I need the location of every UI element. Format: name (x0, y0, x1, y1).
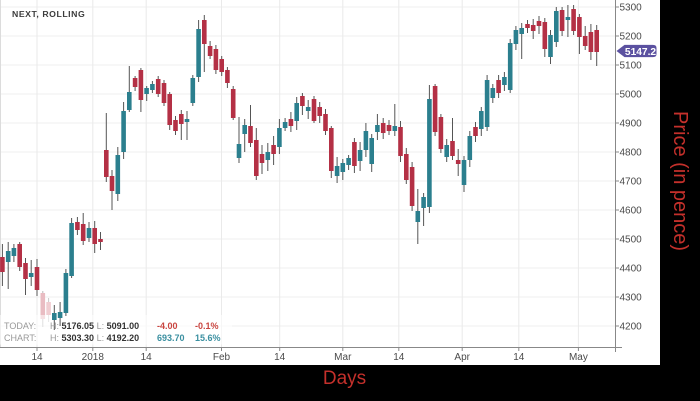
svg-text:4700: 4700 (620, 177, 643, 188)
svg-text:14: 14 (31, 352, 43, 363)
svg-text:-0.1%: -0.1% (195, 321, 219, 331)
svg-text:5100: 5100 (620, 61, 643, 72)
svg-text:4800: 4800 (620, 148, 643, 159)
svg-text:H: 5303.30 L: 4192.20: H: 5303.30 L: 4192.20 (50, 333, 139, 343)
svg-text:4900: 4900 (620, 119, 643, 130)
svg-text:14: 14 (513, 352, 525, 363)
svg-text:May: May (569, 352, 588, 363)
svg-text:4400: 4400 (620, 264, 643, 275)
svg-text:Apr: Apr (454, 352, 470, 363)
svg-text:5200: 5200 (620, 32, 643, 43)
svg-text:5300: 5300 (620, 3, 643, 14)
svg-text:5000: 5000 (620, 90, 643, 101)
svg-text:4200: 4200 (620, 322, 643, 333)
svg-text:NEXT, ROLLING: NEXT, ROLLING (12, 9, 85, 19)
svg-text:14: 14 (274, 352, 286, 363)
svg-text:5147.2: 5147.2 (625, 47, 656, 58)
svg-text:693.70: 693.70 (157, 333, 185, 343)
svg-text:14: 14 (141, 352, 153, 363)
svg-text:CHART:: CHART: (4, 333, 36, 343)
svg-text:14: 14 (393, 352, 405, 363)
svg-text:2018: 2018 (82, 352, 105, 363)
svg-text:TODAY:: TODAY: (4, 321, 36, 331)
svg-text:15.6%: 15.6% (195, 333, 221, 343)
svg-text:4500: 4500 (620, 235, 643, 246)
svg-text:-4.00: -4.00 (157, 321, 178, 331)
svg-text:4600: 4600 (620, 206, 643, 217)
svg-text:H: 5176.05 L: 5091.00: H: 5176.05 L: 5091.00 (50, 321, 139, 331)
svg-text:4300: 4300 (620, 293, 643, 304)
svg-text:Feb: Feb (213, 352, 231, 363)
svg-text:Mar: Mar (334, 352, 352, 363)
